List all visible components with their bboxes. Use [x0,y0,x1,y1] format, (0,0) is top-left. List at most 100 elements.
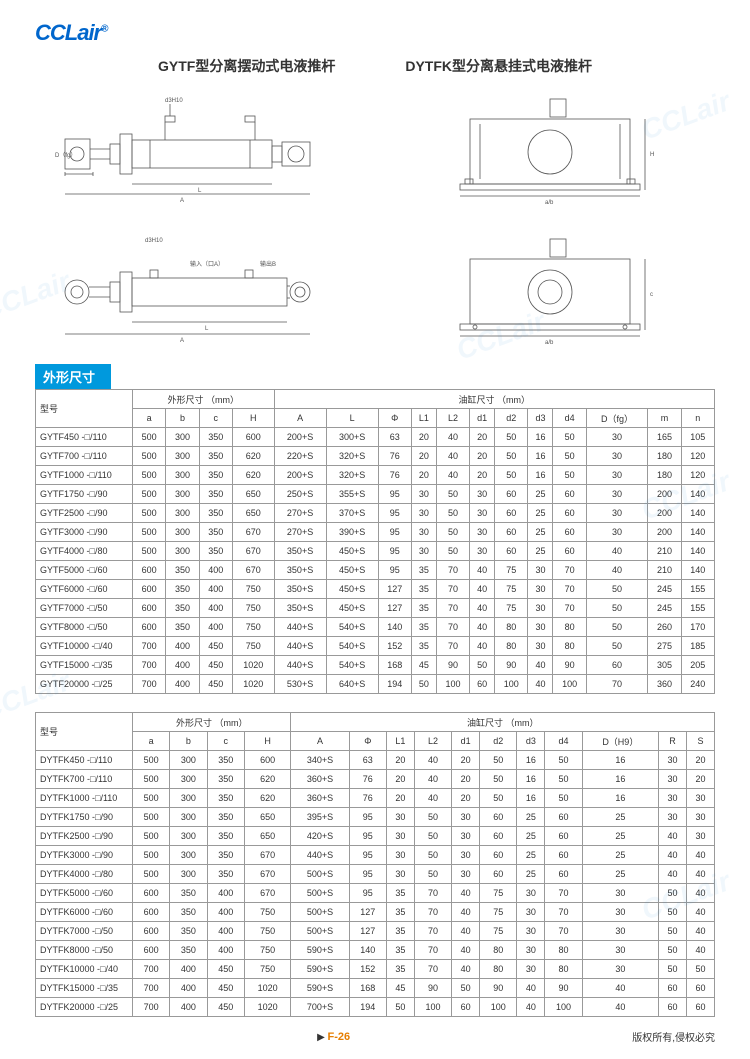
diagram-gytf-top: d3H10 D（fg） L A [35,84,365,214]
data-cell: 16 [517,789,545,808]
data-cell: 60 [480,846,517,865]
model-cell: DYTFK700 -□/110 [36,770,133,789]
svg-text:输入（口A）: 输入（口A） [190,260,224,268]
table-row: DYTFK450 -□/110500300350600340+S63204020… [36,751,715,770]
data-cell: 50 [495,428,528,447]
col-group-outer: 外形尺寸 （mm） [133,713,291,732]
data-cell: 20 [452,789,480,808]
data-cell: 600 [133,903,170,922]
data-cell: 70 [553,580,586,599]
data-cell: 20 [470,428,495,447]
table-row: DYTFK5000 -□/60600350400670500+S95357040… [36,884,715,903]
data-cell: 350+S [274,599,326,618]
data-cell: 40 [470,637,495,656]
data-cell: 95 [349,884,386,903]
data-cell: 70 [586,675,648,694]
model-cell: DYTFK15000 -□/35 [36,979,133,998]
data-cell: 440+S [274,637,326,656]
data-cell: 350 [207,808,244,827]
data-cell: 210 [648,542,681,561]
data-cell: 670 [232,523,274,542]
data-cell: 70 [545,922,582,941]
data-cell: 30 [386,846,414,865]
model-cell: GYTF20000 -□/25 [36,675,133,694]
data-cell: 750 [232,637,274,656]
data-cell: 40 [582,979,658,998]
model-cell: GYTF700 -□/110 [36,447,133,466]
data-cell: 127 [378,599,411,618]
data-cell: 50 [452,979,480,998]
model-cell: GYTF450 -□/110 [36,428,133,447]
data-cell: 40 [452,922,480,941]
data-cell: 750 [244,922,291,941]
data-cell: 30 [470,523,495,542]
data-cell: 50 [659,884,687,903]
data-cell: 500+S [291,884,349,903]
data-cell: 60 [480,865,517,884]
data-cell: 350 [199,447,232,466]
data-cell: 350 [170,903,207,922]
data-cell: 80 [545,941,582,960]
table-row: GYTF1750 -□/90500300350650250+S355+S9530… [36,485,715,504]
data-cell: 194 [378,675,411,694]
data-cell: 20 [386,770,414,789]
col-header: D（H9） [582,732,658,751]
data-cell: 500 [133,466,166,485]
data-cell: 30 [517,922,545,941]
data-cell: 50 [495,466,528,485]
data-cell: 600 [232,428,274,447]
data-cell: 400 [170,960,207,979]
data-cell: 600 [133,922,170,941]
data-cell: 590+S [291,941,349,960]
data-cell: 120 [681,447,714,466]
data-cell: 650 [244,827,291,846]
data-cell: 35 [411,580,436,599]
data-cell: 1020 [232,656,274,675]
data-cell: 245 [648,599,681,618]
data-cell: 60 [686,998,714,1017]
data-cell: 25 [582,827,658,846]
table-row: GYTF15000 -□/357004004501020440+S540+S16… [36,656,715,675]
data-cell: 30 [528,580,553,599]
data-cell: 35 [411,561,436,580]
data-cell: 300 [166,447,199,466]
data-cell: 16 [517,751,545,770]
data-cell: 60 [686,979,714,998]
data-cell: 25 [582,808,658,827]
col-header: H [244,732,291,751]
table-row: GYTF3000 -□/90500300350670270+S390+S9530… [36,523,715,542]
data-cell: 70 [553,561,586,580]
data-cell: 63 [378,428,411,447]
data-cell: 168 [378,656,411,675]
data-cell: 450 [199,656,232,675]
data-cell: 180 [648,466,681,485]
page-number: ▶ F-26 [317,1031,350,1043]
data-cell: 20 [470,447,495,466]
data-cell: 80 [480,960,517,979]
model-cell: GYTF6000 -□/60 [36,580,133,599]
data-cell: 75 [480,903,517,922]
data-cell: 30 [586,466,648,485]
data-cell: 90 [545,979,582,998]
col-header: d2 [480,732,517,751]
data-cell: 185 [681,637,714,656]
data-cell: 30 [586,504,648,523]
data-cell: 30 [582,922,658,941]
data-cell: 650 [232,504,274,523]
data-cell: 95 [349,865,386,884]
col-header: b [166,409,199,428]
data-cell: 35 [386,960,414,979]
data-cell: 350 [207,827,244,846]
data-cell: 350 [166,599,199,618]
data-cell: 350+S [274,580,326,599]
data-cell: 76 [378,466,411,485]
data-cell: 35 [411,637,436,656]
data-cell: 440+S [291,846,349,865]
data-cell: 670 [244,865,291,884]
data-cell: 400 [199,561,232,580]
data-cell: 670 [244,884,291,903]
data-cell: 90 [480,979,517,998]
data-cell: 350 [199,542,232,561]
data-cell: 400 [166,637,199,656]
data-cell: 60 [480,827,517,846]
